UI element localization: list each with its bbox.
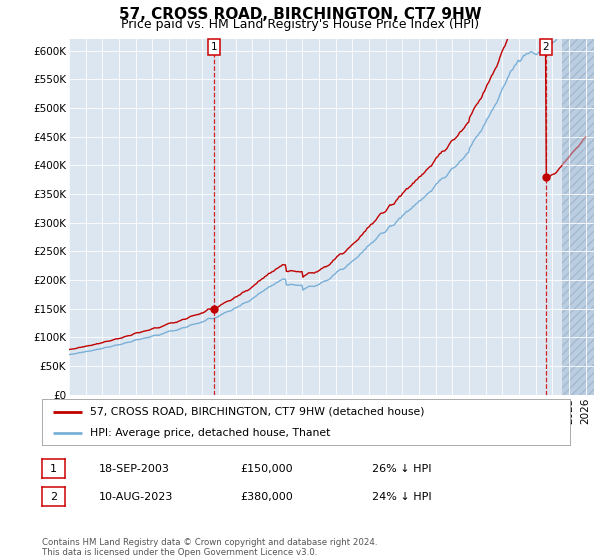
Text: Price paid vs. HM Land Registry's House Price Index (HPI): Price paid vs. HM Land Registry's House … [121, 18, 479, 31]
Text: 24% ↓ HPI: 24% ↓ HPI [372, 492, 431, 502]
Text: £380,000: £380,000 [240, 492, 293, 502]
Text: 57, CROSS ROAD, BIRCHINGTON, CT7 9HW (detached house): 57, CROSS ROAD, BIRCHINGTON, CT7 9HW (de… [89, 407, 424, 417]
Text: HPI: Average price, detached house, Thanet: HPI: Average price, detached house, Than… [89, 428, 330, 438]
Text: 57, CROSS ROAD, BIRCHINGTON, CT7 9HW: 57, CROSS ROAD, BIRCHINGTON, CT7 9HW [119, 7, 481, 22]
Text: 18-SEP-2003: 18-SEP-2003 [99, 464, 170, 474]
Text: £150,000: £150,000 [240, 464, 293, 474]
Text: 1: 1 [211, 42, 218, 52]
Bar [562, 39, 594, 395]
Text: 10-AUG-2023: 10-AUG-2023 [99, 492, 173, 502]
Text: 2: 2 [542, 42, 549, 52]
Text: 26% ↓ HPI: 26% ↓ HPI [372, 464, 431, 474]
Text: 1: 1 [50, 464, 57, 474]
Text: 2: 2 [50, 492, 57, 502]
Text: Contains HM Land Registry data © Crown copyright and database right 2024.
This d: Contains HM Land Registry data © Crown c… [42, 538, 377, 557]
